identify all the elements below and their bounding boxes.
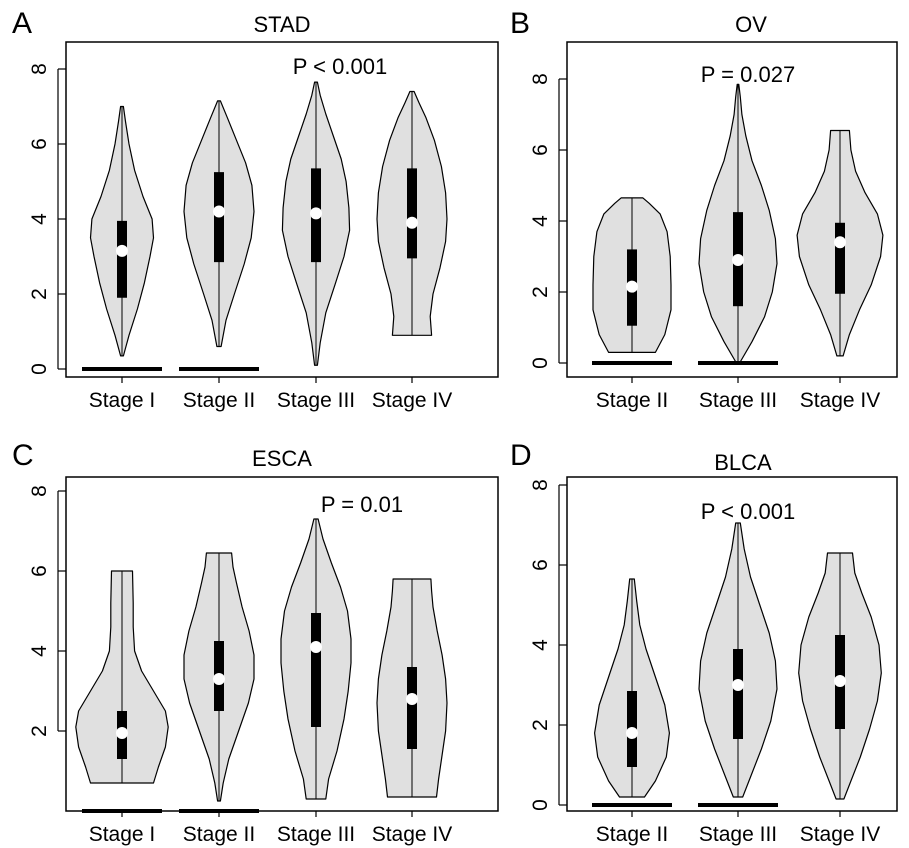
panel-b: B OV P = 0.027 Stage II Stage III Stage IV… — [510, 7, 898, 412]
median-point — [213, 673, 225, 685]
x-tick-label: Stage III — [277, 823, 355, 846]
median-point — [834, 675, 846, 687]
x-tick-label: Stage III — [699, 823, 777, 846]
y-tick-label: 2 — [28, 288, 51, 300]
x-tick-label: Stage IV — [372, 823, 453, 846]
iqr-box — [407, 168, 417, 259]
panel-a: A STAD P < 0.001 Stage I Stage II Stage II… — [12, 7, 499, 412]
iqr-box — [733, 649, 743, 739]
y-tick-label: 2 — [529, 719, 552, 731]
y-tick-label: 8 — [529, 479, 552, 491]
chart-title: OV — [735, 12, 767, 37]
x-tick-label: Stage II — [596, 389, 668, 412]
y-tick-label: 8 — [28, 63, 51, 75]
panel-c: C ESCA P = 0.01 Stage I Stage II Stage III… — [12, 439, 499, 846]
chart-title: ESCA — [252, 446, 312, 471]
x-tick-label: Stage I — [89, 823, 156, 846]
iqr-box — [117, 220, 127, 298]
p-value-annotation: P = 0.027 — [701, 62, 795, 87]
median-point — [732, 254, 744, 267]
panel-label: D — [510, 439, 532, 472]
y-tick-label: 4 — [28, 213, 51, 225]
x-tick-label: Stage III — [699, 389, 777, 412]
iqr-box — [835, 222, 845, 294]
y-tick-label: 0 — [529, 799, 552, 811]
median-point — [116, 727, 128, 739]
y-tick-label: 6 — [28, 138, 51, 150]
x-tick-label: Stage IV — [372, 389, 453, 412]
median-point — [732, 679, 744, 691]
y-tick-label: 2 — [28, 725, 51, 737]
y-tick-label: 6 — [28, 565, 51, 577]
y-tick-label: 0 — [28, 363, 51, 375]
x-tick-label: Stage III — [277, 389, 355, 412]
y-tick-label: 4 — [529, 215, 552, 227]
median-point — [406, 693, 418, 705]
x-tick-label: Stage II — [183, 389, 255, 412]
p-value-annotation: P < 0.001 — [701, 499, 795, 524]
median-point — [213, 205, 225, 218]
median-point — [626, 280, 638, 293]
iqr-box — [407, 667, 417, 749]
panel-d: D BLCA P < 0.001 Stage II Stage III Stage … — [510, 439, 898, 846]
x-tick-label: Stage II — [596, 823, 668, 846]
chart-title: STAD — [253, 12, 310, 37]
x-tick-label: Stage IV — [800, 823, 881, 846]
median-point — [406, 216, 418, 229]
x-tick-label: Stage II — [183, 823, 255, 846]
panel-label: C — [12, 439, 34, 472]
y-tick-label: 6 — [529, 559, 552, 571]
y-tick-label: 4 — [28, 645, 51, 657]
p-value-annotation: P = 0.01 — [321, 492, 403, 517]
median-point — [310, 641, 322, 653]
y-tick-label: 2 — [529, 286, 552, 298]
iqr-box — [311, 613, 321, 727]
x-tick-label: Stage IV — [800, 389, 881, 412]
median-point — [834, 236, 846, 249]
panel-label: A — [12, 7, 32, 40]
y-tick-label: 0 — [529, 357, 552, 369]
plot-frame — [566, 41, 898, 378]
y-tick-label: 8 — [529, 73, 552, 85]
p-value-annotation: P < 0.001 — [293, 54, 387, 79]
y-tick-label: 4 — [529, 639, 552, 651]
plot-frame — [566, 476, 898, 812]
panel-label: B — [510, 7, 530, 40]
median-point — [626, 727, 638, 739]
median-point — [116, 244, 128, 257]
median-point — [310, 207, 322, 220]
chart-title: BLCA — [714, 450, 772, 475]
y-tick-label: 8 — [28, 485, 51, 497]
plot-frame — [65, 476, 499, 812]
x-tick-label: Stage I — [89, 389, 156, 412]
y-tick-label: 6 — [529, 144, 552, 156]
plot-frame — [65, 41, 499, 378]
